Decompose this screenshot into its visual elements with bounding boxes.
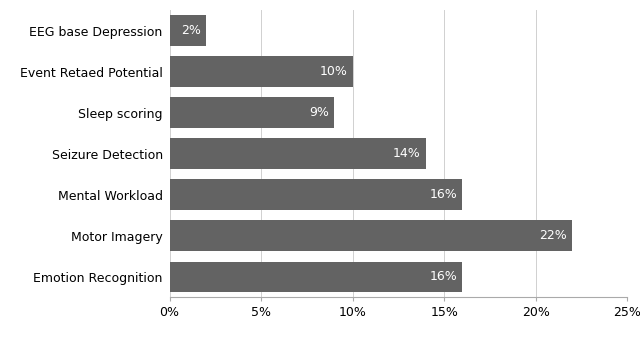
Bar <box>170 138 426 169</box>
Text: 16%: 16% <box>429 188 457 201</box>
Bar <box>170 220 572 251</box>
Bar <box>170 15 206 46</box>
Bar <box>170 262 463 292</box>
Text: 16%: 16% <box>429 270 457 284</box>
Bar <box>170 179 463 210</box>
Text: 10%: 10% <box>319 65 347 78</box>
Text: 2%: 2% <box>181 24 201 37</box>
Text: 22%: 22% <box>539 230 567 242</box>
Bar <box>170 56 353 87</box>
Bar <box>170 97 334 128</box>
Text: 14%: 14% <box>392 147 420 160</box>
Text: 9%: 9% <box>309 106 329 119</box>
